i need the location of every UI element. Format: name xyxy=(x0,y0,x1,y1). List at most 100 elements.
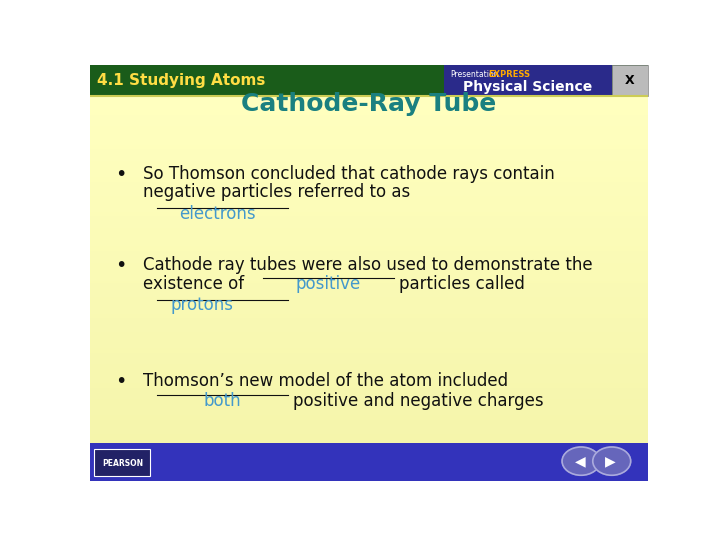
Bar xyxy=(90,402,648,404)
Bar xyxy=(90,98,648,100)
Bar xyxy=(90,158,648,161)
Bar xyxy=(90,117,648,119)
Bar xyxy=(90,214,648,217)
Bar xyxy=(90,122,648,124)
Bar xyxy=(90,443,648,481)
Bar xyxy=(90,420,648,422)
Text: Cathode ray tubes were also used to demonstrate the: Cathode ray tubes were also used to demo… xyxy=(143,256,593,274)
Bar xyxy=(90,429,648,431)
Bar xyxy=(90,383,648,386)
Bar xyxy=(90,348,648,350)
Bar xyxy=(90,305,648,307)
Text: positive: positive xyxy=(296,275,361,293)
Bar xyxy=(90,149,648,152)
Bar xyxy=(90,172,648,174)
Bar xyxy=(90,307,648,309)
Bar xyxy=(90,325,648,327)
Bar xyxy=(90,330,648,332)
Bar xyxy=(90,337,648,339)
Bar xyxy=(90,235,648,237)
Bar xyxy=(90,343,648,346)
Bar xyxy=(90,291,648,293)
Bar xyxy=(90,174,648,177)
Bar xyxy=(90,221,648,223)
Bar xyxy=(90,240,648,242)
Bar xyxy=(90,96,648,98)
Bar xyxy=(90,279,648,281)
Bar xyxy=(90,212,648,214)
Bar xyxy=(444,65,612,96)
Bar xyxy=(90,267,648,269)
Bar xyxy=(90,293,648,295)
Bar xyxy=(90,295,648,298)
Bar xyxy=(90,404,648,406)
Bar xyxy=(90,124,648,126)
Bar xyxy=(90,360,648,362)
Bar xyxy=(90,177,648,179)
Text: Physical Science: Physical Science xyxy=(464,80,593,94)
Bar xyxy=(90,105,648,107)
Bar xyxy=(90,230,648,233)
Bar xyxy=(90,411,648,413)
Bar xyxy=(90,205,648,207)
Bar xyxy=(90,188,648,191)
Text: Presentation: Presentation xyxy=(450,70,498,79)
Text: Cathode-Ray Tube: Cathode-Ray Tube xyxy=(241,92,497,116)
Bar xyxy=(90,431,648,434)
Bar xyxy=(90,142,648,145)
Bar xyxy=(90,161,648,163)
Text: •: • xyxy=(115,256,127,275)
Bar xyxy=(90,302,648,305)
Bar xyxy=(90,346,648,348)
Bar xyxy=(90,314,648,316)
Bar xyxy=(90,249,648,251)
Bar xyxy=(90,163,648,165)
Bar xyxy=(90,406,648,408)
Bar xyxy=(90,131,648,133)
Bar xyxy=(90,327,648,330)
Bar xyxy=(90,288,648,291)
Bar xyxy=(90,353,648,355)
Text: ▶: ▶ xyxy=(606,454,616,468)
Text: particles called: particles called xyxy=(399,275,524,293)
Text: positive and negative charges: positive and negative charges xyxy=(292,392,543,410)
Bar xyxy=(90,265,648,267)
Bar xyxy=(90,179,648,181)
Text: electrons: electrons xyxy=(179,205,256,223)
Text: ◀: ◀ xyxy=(575,454,585,468)
Bar xyxy=(90,168,648,170)
Text: PEARSON: PEARSON xyxy=(102,458,143,468)
Bar xyxy=(90,397,648,399)
Bar xyxy=(90,251,648,253)
Bar xyxy=(90,262,648,265)
Bar xyxy=(90,210,648,212)
Bar xyxy=(90,441,648,443)
Bar xyxy=(90,399,648,402)
Bar xyxy=(90,100,648,103)
Bar xyxy=(90,186,648,188)
Bar xyxy=(90,156,648,158)
Bar xyxy=(90,298,648,300)
Bar xyxy=(90,395,648,397)
Bar xyxy=(90,202,648,205)
Bar xyxy=(90,145,648,147)
Text: •: • xyxy=(115,165,127,184)
Bar xyxy=(90,260,648,262)
Bar xyxy=(90,256,648,258)
Bar xyxy=(90,191,648,193)
Bar xyxy=(90,418,648,420)
Bar xyxy=(90,408,648,411)
Bar xyxy=(90,133,648,136)
Bar xyxy=(90,136,648,138)
Bar xyxy=(90,392,648,395)
Bar xyxy=(90,276,648,279)
Bar xyxy=(90,140,648,142)
Bar xyxy=(90,114,648,117)
Bar xyxy=(90,427,648,429)
Circle shape xyxy=(593,447,631,475)
Bar xyxy=(90,376,648,379)
Bar xyxy=(90,390,648,392)
Bar xyxy=(90,147,648,149)
Bar xyxy=(90,323,648,325)
Bar xyxy=(90,274,648,276)
